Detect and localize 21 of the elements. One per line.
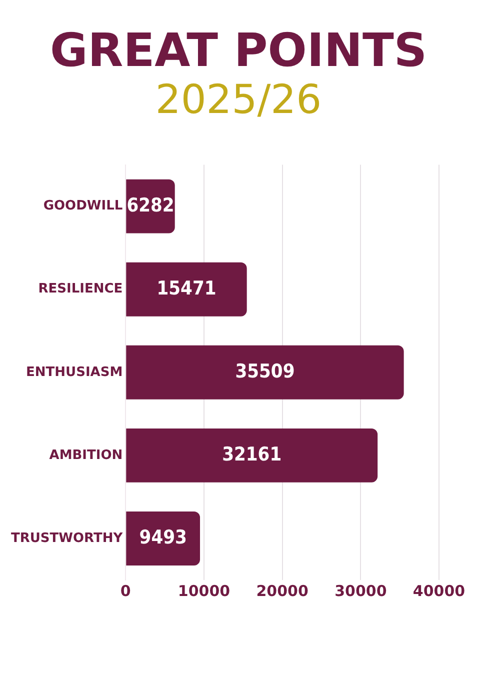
- chart-title: GREAT POINTS: [49, 23, 428, 77]
- y-tick-label: GOODWILL: [43, 198, 123, 214]
- data-label: 15471: [156, 277, 216, 300]
- data-label: 6282: [126, 194, 174, 216]
- x-tick-label: 30000: [334, 582, 387, 600]
- bar: [126, 428, 378, 482]
- y-tick-label: AMBITION: [49, 448, 123, 463]
- y-tick-label: TRUSTWORTHY: [10, 530, 124, 546]
- data-label: 9493: [139, 526, 187, 548]
- x-tick-label: 20000: [256, 582, 308, 600]
- data-label: 35509: [235, 360, 295, 382]
- y-tick-label: RESILIENCE: [38, 282, 123, 297]
- bar: [126, 262, 247, 316]
- y-tick-label: ENTHUSIASM: [26, 364, 123, 380]
- bar: [126, 345, 404, 400]
- bar: [126, 511, 200, 566]
- x-tick-label: 0: [120, 582, 131, 600]
- x-tick-label: 40000: [412, 582, 466, 600]
- chart-subtitle: 2025/26: [154, 76, 323, 124]
- data-label: 32161: [222, 443, 282, 466]
- x-tick-label: 10000: [178, 582, 230, 600]
